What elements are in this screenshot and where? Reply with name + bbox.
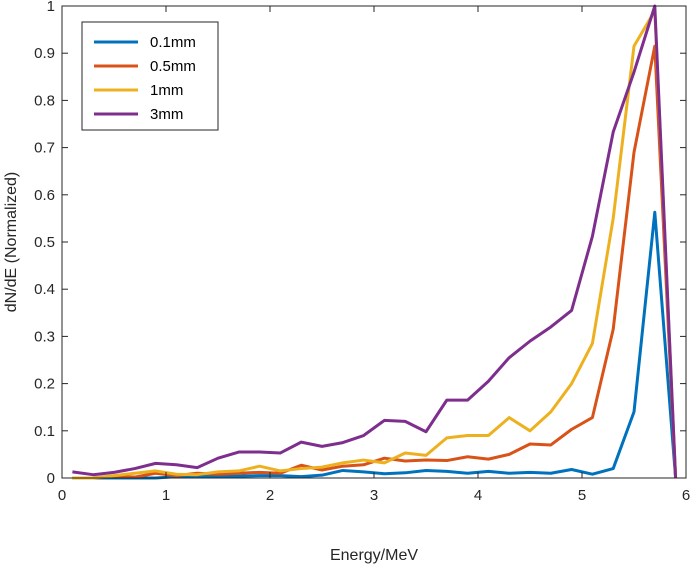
y-tick-label: 1 (47, 0, 55, 15)
y-tick-label: 0.6 (34, 187, 55, 204)
x-tick-label: 1 (162, 487, 170, 504)
legend: 0.1mm 0.5mm 1mm 3mm (81, 21, 219, 131)
y-tick-label: 0.2 (34, 376, 55, 393)
y-tick-label: 0.5 (34, 234, 55, 251)
legend-label-3mm: 3mm (150, 106, 183, 123)
series-line-1mm (72, 9, 678, 480)
y-tick-label: 0 (47, 470, 55, 487)
y-tick-label: 0.9 (34, 45, 55, 62)
legend-label-0.1mm: 0.1mm (150, 34, 196, 51)
x-tick-label: 3 (370, 487, 378, 504)
legend-label-0.5mm: 0.5mm (150, 58, 196, 75)
axis-tick-labels: 0 1 2 3 4 5 6 0 0.1 0.2 0.3 0.4 0.5 0.6 0.7 0.8 0.9 1 (34, 0, 690, 504)
x-axis-title: Energy/MeV (330, 547, 418, 564)
y-tick-label: 0.8 (34, 92, 55, 109)
x-tick-label: 2 (266, 487, 274, 504)
x-tick-label: 5 (578, 487, 586, 504)
x-tick-label: 0 (58, 487, 66, 504)
legend-label-1mm: 1mm (150, 82, 183, 99)
y-tick-label: 0.4 (34, 281, 55, 298)
x-tick-label: 6 (682, 487, 690, 504)
legend-box (81, 21, 219, 131)
y-tick-label: 0.3 (34, 328, 55, 345)
series-line-3mm (72, 4, 678, 479)
y-tick-label: 0.1 (34, 423, 55, 440)
axis-ticks (61, 5, 687, 479)
y-tick-label: 0.7 (34, 140, 55, 157)
x-tick-label: 4 (474, 487, 482, 504)
y-axis-title: dN/dE (Normalized) (3, 172, 20, 312)
series-group (72, 4, 678, 480)
